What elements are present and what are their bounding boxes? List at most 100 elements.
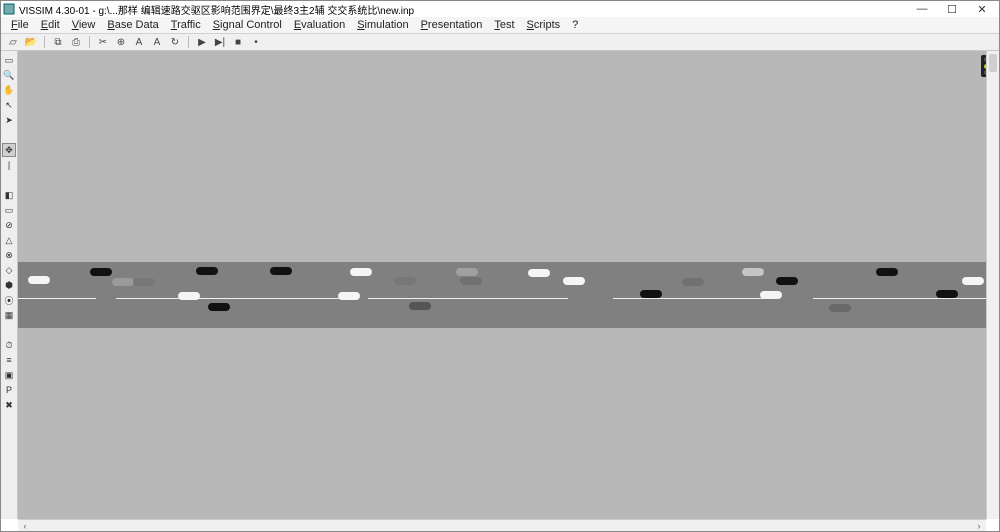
window-title: VISSIM 4.30-01 - g:\...那样 编辑速路交驱区影响范围界定\… bbox=[19, 2, 907, 17]
menu-scripts[interactable]: Scripts bbox=[521, 19, 567, 31]
lane-line bbox=[613, 298, 778, 299]
vehicle bbox=[876, 268, 898, 276]
close-button[interactable]: ✕ bbox=[967, 1, 997, 17]
play-icon[interactable]: ▶ bbox=[194, 35, 210, 49]
gap2-icon bbox=[2, 173, 16, 187]
vehicle bbox=[460, 277, 482, 285]
link-icon[interactable]: ▭ bbox=[2, 203, 16, 217]
refresh-icon[interactable]: ↻ bbox=[167, 35, 183, 49]
vehicle bbox=[936, 290, 958, 298]
menu-evaluation[interactable]: Evaluation bbox=[288, 19, 351, 31]
print-icon[interactable]: ⎙ bbox=[68, 35, 84, 49]
vehicle bbox=[776, 277, 798, 285]
window-controls: — ☐ ✕ bbox=[907, 1, 997, 17]
menu-bar: FileEditViewBase DataTrafficSignal Contr… bbox=[1, 17, 999, 34]
title-bar: VISSIM 4.30-01 - g:\...那样 编辑速路交驱区影响范围界定\… bbox=[1, 1, 999, 17]
main-toolbar: ▱📂⧉⎙✂⊕AA↻▶▶|■• bbox=[1, 34, 999, 51]
side-toolbar: ▭🔍✋↖➤✥|◧▭⊘△⊗◇⬢⦿▦⏱≡▣P✖ bbox=[1, 51, 18, 519]
vehicle bbox=[394, 277, 416, 285]
vehicle bbox=[563, 277, 585, 285]
vehicle bbox=[338, 292, 360, 300]
text-a-icon[interactable]: A bbox=[131, 35, 147, 49]
vehicle bbox=[760, 291, 782, 299]
vertical-scroll-thumb[interactable] bbox=[989, 54, 997, 72]
vehicle bbox=[270, 267, 292, 275]
stop-sign-icon[interactable]: ⬢ bbox=[2, 278, 16, 292]
scroll-right-arrow-icon[interactable]: › bbox=[972, 521, 986, 531]
arrow2-icon[interactable]: ➤ bbox=[2, 113, 16, 127]
maximize-button[interactable]: ☐ bbox=[937, 1, 967, 17]
ped-icon[interactable]: ⊗ bbox=[2, 248, 16, 262]
no-entry-icon[interactable]: ⊘ bbox=[2, 218, 16, 232]
workspace: ▭🔍✋↖➤✥|◧▭⊘△⊗◇⬢⦿▦⏱≡▣P✖ bbox=[1, 51, 999, 519]
stop-icon[interactable]: ■ bbox=[230, 35, 246, 49]
toolbar-separator bbox=[188, 36, 189, 48]
menu-test[interactable]: Test bbox=[488, 19, 520, 31]
gap-icon bbox=[2, 128, 16, 142]
minimize-button[interactable]: — bbox=[907, 1, 937, 17]
magnify-icon[interactable]: 🔍 bbox=[2, 68, 16, 82]
toolbar-separator bbox=[89, 36, 90, 48]
vehicle bbox=[528, 269, 550, 277]
menu-view[interactable]: View bbox=[66, 19, 102, 31]
new-icon[interactable]: ▱ bbox=[5, 35, 21, 49]
vertical-scrollbar[interactable] bbox=[986, 51, 999, 519]
lane-line bbox=[368, 298, 568, 299]
app-icon bbox=[3, 3, 15, 15]
menu-edit[interactable]: Edit bbox=[35, 19, 66, 31]
lane-line bbox=[18, 298, 96, 299]
vehicle bbox=[682, 278, 704, 286]
menu-presentation[interactable]: Presentation bbox=[415, 19, 489, 31]
menu-simulation[interactable]: Simulation bbox=[351, 19, 414, 31]
zoom-in-icon[interactable]: ⊕ bbox=[113, 35, 129, 49]
tools-icon[interactable]: ✖ bbox=[2, 398, 16, 412]
vehicle bbox=[962, 277, 984, 285]
menu-traffic[interactable]: Traffic bbox=[165, 19, 207, 31]
scroll-left-arrow-icon[interactable]: ‹ bbox=[18, 521, 32, 531]
parking-icon[interactable]: P bbox=[2, 383, 16, 397]
hand-icon[interactable]: ✋ bbox=[2, 83, 16, 97]
vehicle bbox=[640, 290, 662, 298]
lane-line bbox=[813, 298, 988, 299]
vehicle bbox=[178, 292, 200, 300]
camera-icon[interactable]: ▣ bbox=[2, 368, 16, 382]
menu-basedata[interactable]: Base Data bbox=[101, 19, 164, 31]
vehicle bbox=[133, 278, 155, 286]
lane-line bbox=[116, 298, 340, 299]
vehicle bbox=[742, 268, 764, 276]
canvas-area[interactable] bbox=[18, 51, 999, 519]
timer-icon[interactable]: ⏱ bbox=[2, 338, 16, 352]
select-box-icon[interactable]: ▭ bbox=[2, 53, 16, 67]
ruler-icon[interactable]: | bbox=[2, 158, 16, 172]
gap3-icon bbox=[2, 323, 16, 337]
speed-icon[interactable]: ⦿ bbox=[2, 293, 16, 307]
crosshair-icon[interactable]: ✥ bbox=[2, 143, 16, 157]
vehicle bbox=[28, 276, 50, 284]
vehicle bbox=[829, 304, 851, 312]
node-icon[interactable]: ◇ bbox=[2, 263, 16, 277]
toolbar-separator bbox=[44, 36, 45, 48]
pointer-icon[interactable]: ↖ bbox=[2, 98, 16, 112]
vehicle bbox=[456, 268, 478, 276]
horizontal-scrollbar[interactable]: ‹ › bbox=[18, 519, 986, 531]
vehicle bbox=[112, 278, 134, 286]
copy-icon[interactable]: ⧉ bbox=[50, 35, 66, 49]
detector-icon[interactable]: ▦ bbox=[2, 308, 16, 322]
menu-signalcontrol[interactable]: Signal Control bbox=[207, 19, 288, 31]
signal-icon[interactable]: ◧ bbox=[2, 188, 16, 202]
vehicle bbox=[208, 303, 230, 311]
warning-icon[interactable]: △ bbox=[2, 233, 16, 247]
dot-icon[interactable]: • bbox=[248, 35, 264, 49]
cut-icon[interactable]: ✂ bbox=[95, 35, 111, 49]
menu-[interactable]: ? bbox=[566, 19, 584, 31]
vehicle bbox=[90, 268, 112, 276]
menu-file[interactable]: File bbox=[5, 19, 35, 31]
counter-icon[interactable]: ≡ bbox=[2, 353, 16, 367]
open-icon[interactable]: 📂 bbox=[23, 35, 39, 49]
text-a2-icon[interactable]: A bbox=[149, 35, 165, 49]
vehicle bbox=[350, 268, 372, 276]
step-icon[interactable]: ▶| bbox=[212, 35, 228, 49]
vehicle bbox=[196, 267, 218, 275]
road bbox=[18, 262, 999, 328]
vehicle bbox=[409, 302, 431, 310]
